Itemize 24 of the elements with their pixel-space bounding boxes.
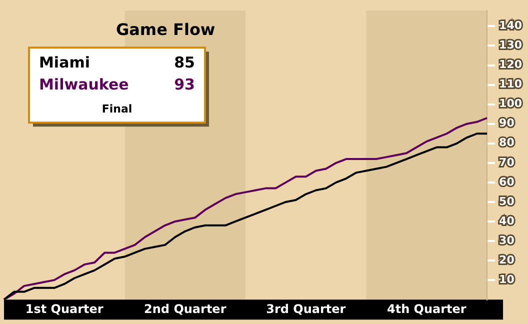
x-tick-label: 1st Quarter — [25, 302, 104, 316]
y-tick-label: 20 — [499, 253, 515, 266]
text: Milwaukee — [39, 75, 129, 94]
y-tick-label: 130 — [499, 38, 522, 52]
text: Game Flow — [116, 20, 216, 39]
y-tick-label: 90 — [499, 116, 515, 130]
annotation: Final — [102, 102, 132, 116]
x-tick-label: 3rd Quarter — [266, 302, 346, 316]
x-tick-label: 4th Quarter — [386, 302, 466, 316]
y-tick-label: 120 — [499, 58, 522, 72]
y-tick-label: 70 — [499, 156, 515, 169]
y-tick-label: 40 — [499, 214, 515, 228]
y-tick-label: 140 — [499, 19, 522, 32]
y-tick-label: 80 — [499, 136, 515, 150]
y-tick-label: 100 — [499, 97, 522, 110]
y-tick-label: 30 — [499, 234, 515, 247]
y-tick-label: 10 — [499, 272, 515, 286]
x-tick-label: 2nd Quarter — [144, 302, 226, 316]
y-tick-label: 50 — [499, 194, 515, 208]
text: Miami — [39, 53, 90, 72]
y-tick-label: 110 — [499, 78, 522, 91]
annotation: 85 — [174, 53, 195, 72]
annotation: 93 — [174, 75, 195, 94]
y-tick-label: 60 — [499, 175, 515, 188]
